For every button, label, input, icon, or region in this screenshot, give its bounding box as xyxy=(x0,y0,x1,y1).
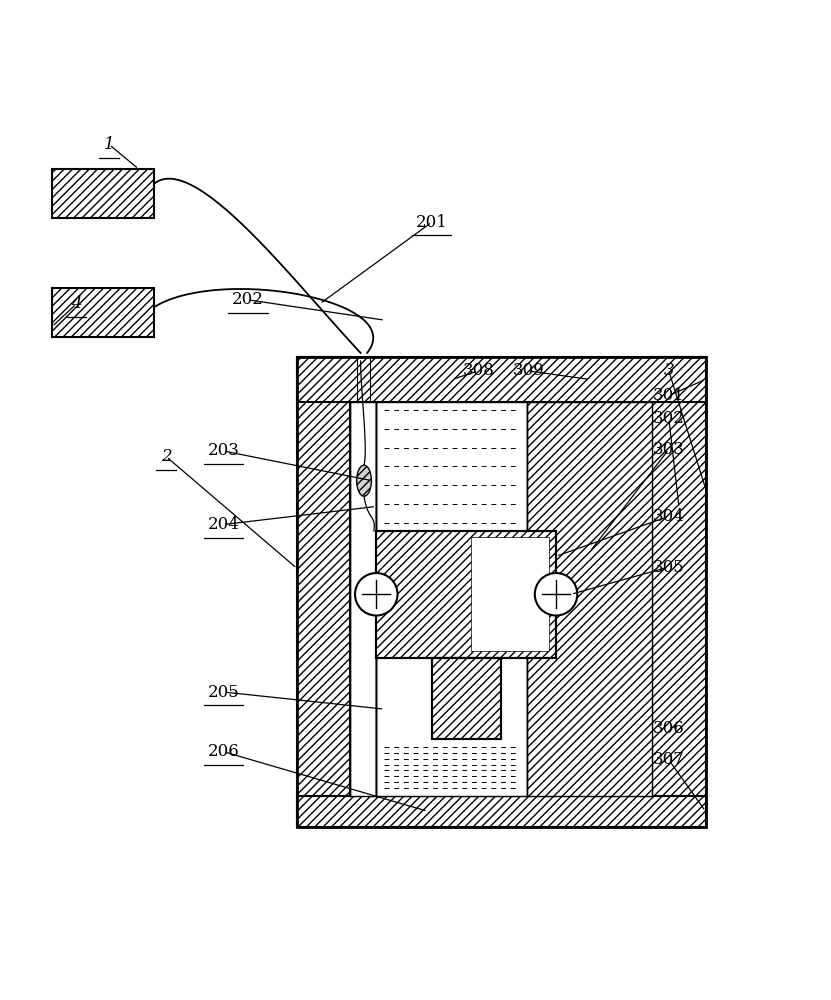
Text: 305: 305 xyxy=(653,559,685,576)
Bar xyxy=(471,537,548,651)
Bar xyxy=(432,658,501,739)
Text: 304: 304 xyxy=(653,508,685,525)
Text: 2: 2 xyxy=(161,448,171,465)
Bar xyxy=(297,357,706,827)
Text: 303: 303 xyxy=(653,441,685,458)
Bar xyxy=(376,531,556,658)
Text: 4: 4 xyxy=(71,295,81,312)
Bar xyxy=(297,357,350,827)
Bar xyxy=(350,402,652,796)
Text: 302: 302 xyxy=(653,410,685,427)
Text: 206: 206 xyxy=(208,743,239,760)
Text: 1: 1 xyxy=(104,136,115,153)
Bar xyxy=(432,658,501,739)
Text: 204: 204 xyxy=(208,516,239,533)
Text: 306: 306 xyxy=(653,720,685,737)
Text: 301: 301 xyxy=(653,387,685,404)
Text: 309: 309 xyxy=(513,362,544,379)
Bar xyxy=(350,402,652,796)
Text: 205: 205 xyxy=(208,684,239,701)
Text: 201: 201 xyxy=(416,214,448,231)
Bar xyxy=(52,288,154,337)
Bar xyxy=(350,402,376,796)
Circle shape xyxy=(535,573,578,616)
Ellipse shape xyxy=(356,465,371,496)
Circle shape xyxy=(355,573,397,616)
Bar xyxy=(52,169,154,218)
Text: 203: 203 xyxy=(208,442,239,459)
Bar xyxy=(297,357,706,402)
Text: 307: 307 xyxy=(653,751,685,768)
Text: 3: 3 xyxy=(663,362,674,379)
Bar xyxy=(297,796,706,827)
Bar xyxy=(528,402,652,796)
Bar xyxy=(376,531,556,658)
Bar xyxy=(652,357,706,827)
Text: 202: 202 xyxy=(232,291,264,308)
Bar xyxy=(350,402,652,796)
Bar xyxy=(376,402,528,796)
Text: 308: 308 xyxy=(463,362,494,379)
